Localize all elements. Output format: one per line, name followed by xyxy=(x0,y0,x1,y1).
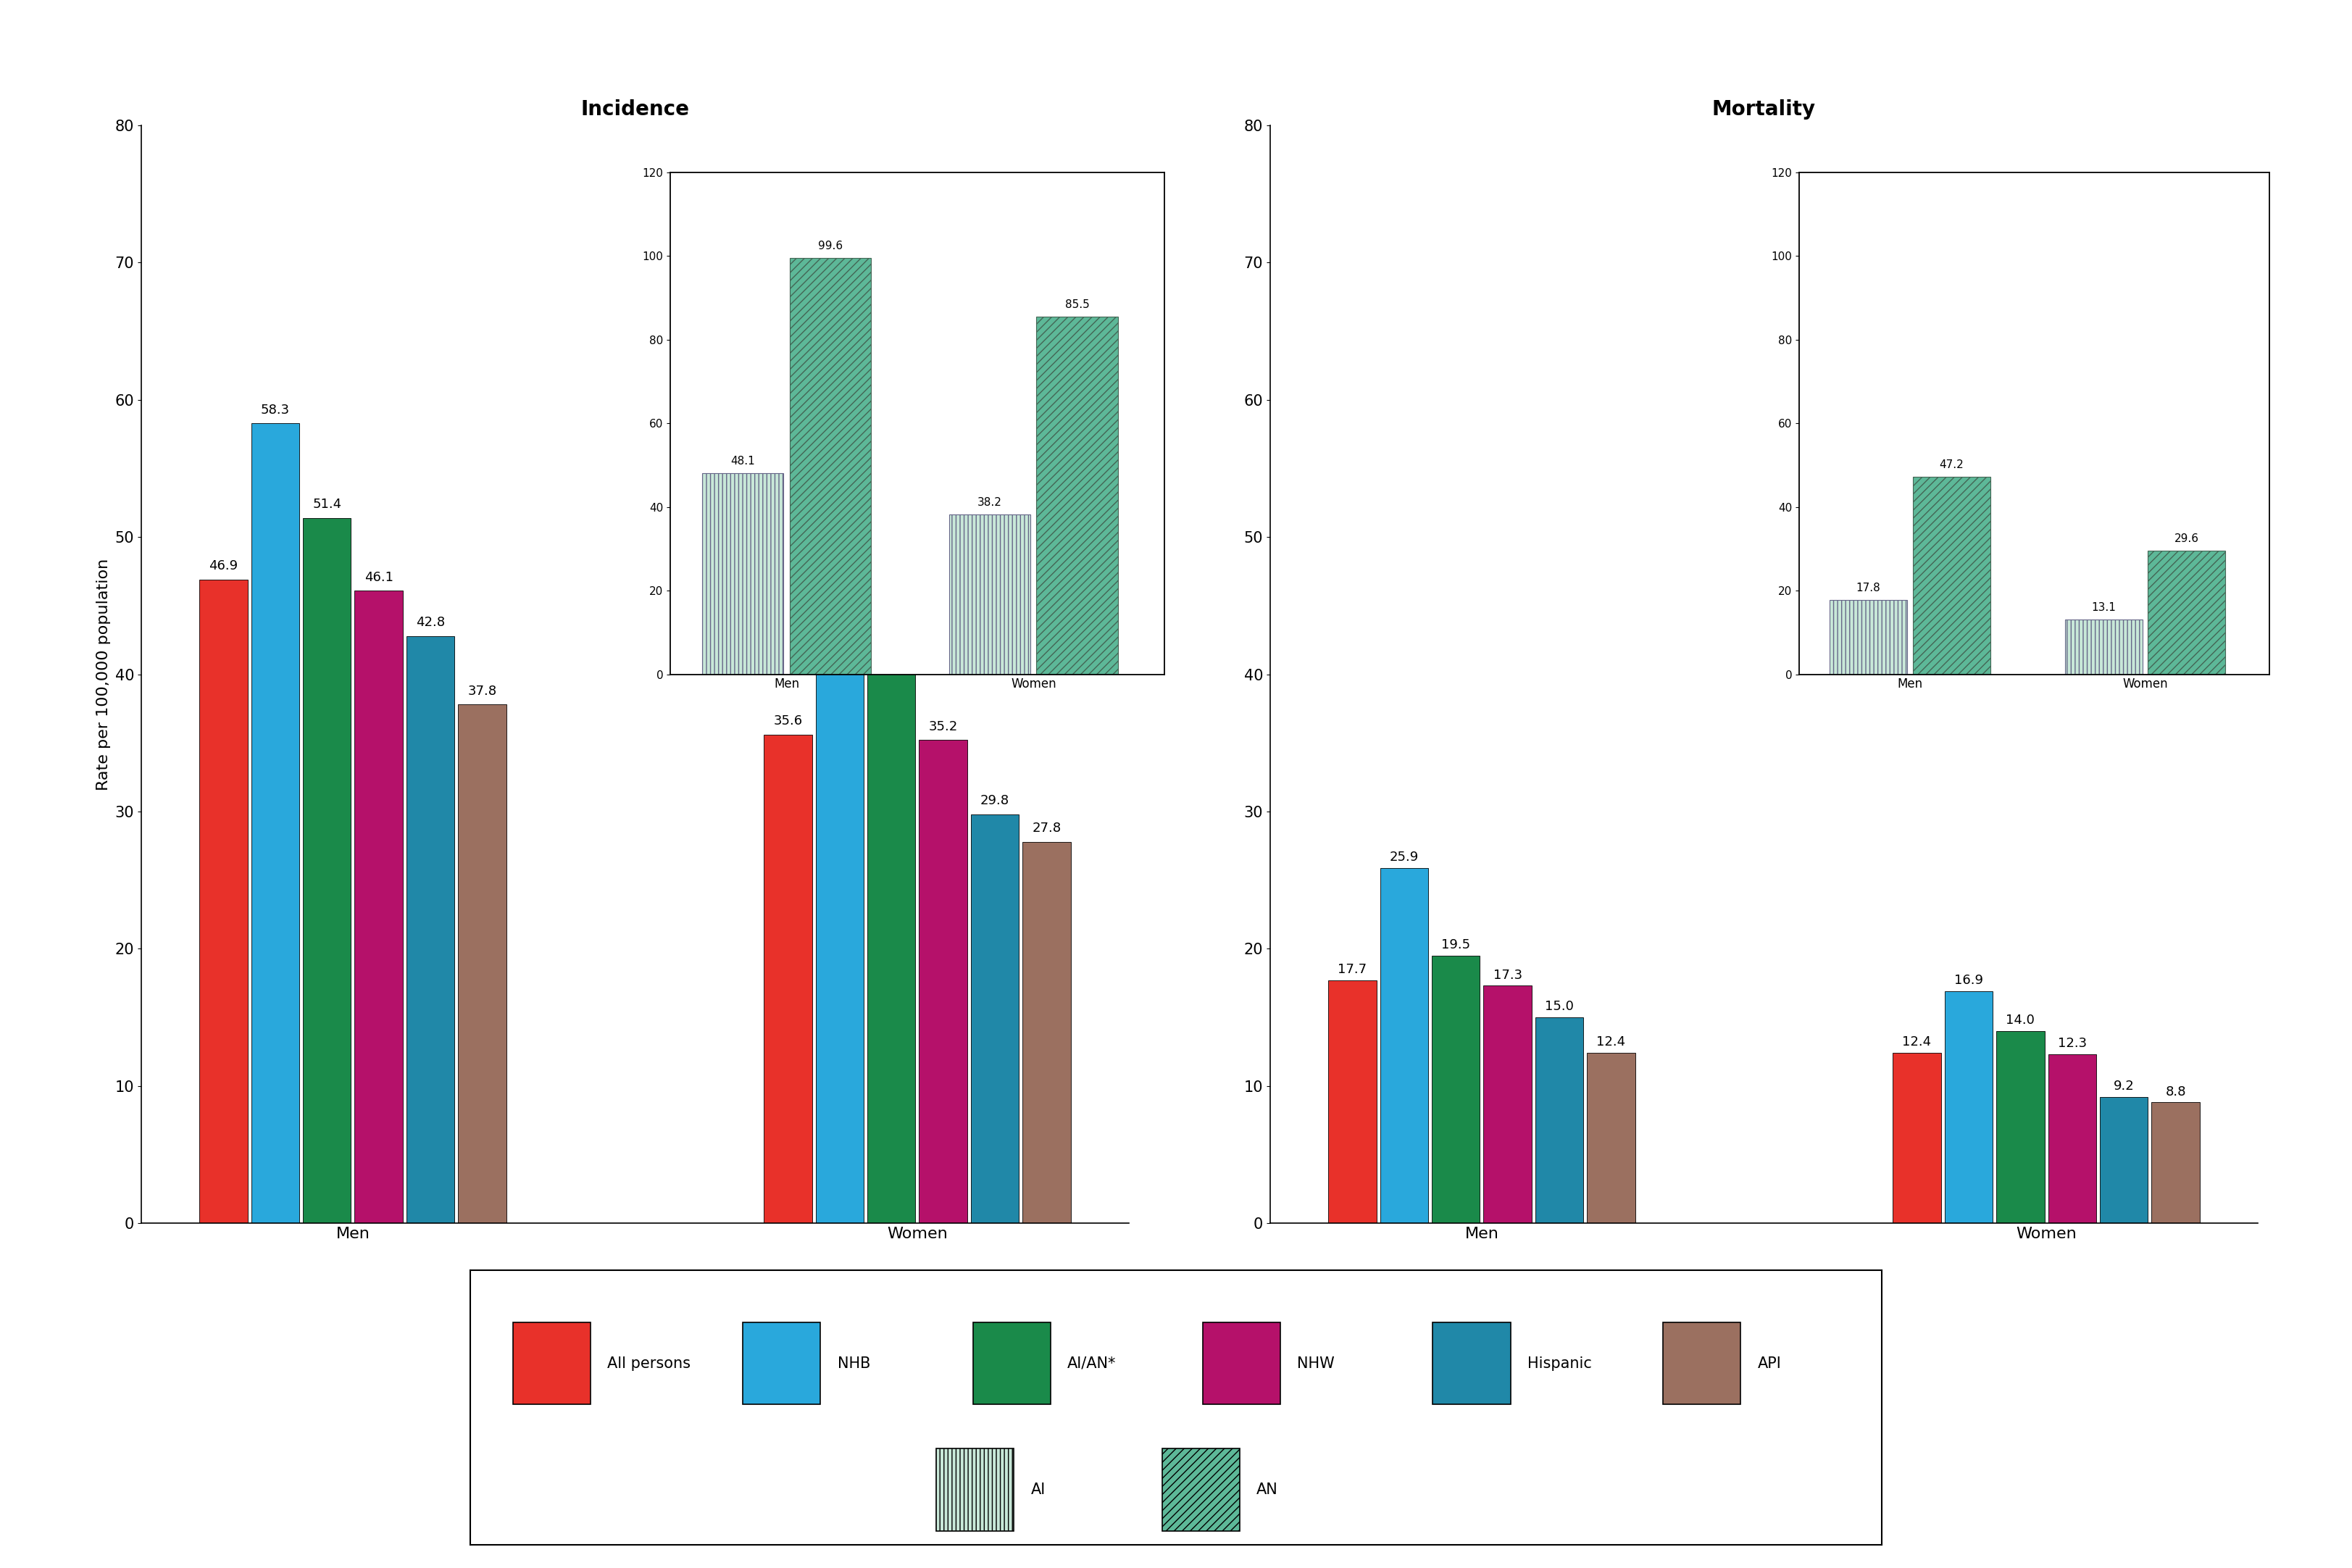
Bar xyxy=(703,474,783,674)
Text: 8.8: 8.8 xyxy=(2166,1085,2185,1098)
Bar xyxy=(868,659,915,1223)
Text: 14.0: 14.0 xyxy=(2006,1014,2034,1027)
Text: 41.2: 41.2 xyxy=(877,638,906,651)
Text: 9.2: 9.2 xyxy=(2114,1080,2133,1093)
Text: 46.1: 46.1 xyxy=(365,571,393,583)
Text: 13.1: 13.1 xyxy=(2091,602,2117,613)
Title: Mortality: Mortality xyxy=(1712,99,1816,119)
Bar xyxy=(355,591,402,1223)
Bar xyxy=(2147,550,2225,674)
Bar xyxy=(1484,986,1531,1223)
Bar xyxy=(1588,1054,1635,1223)
Text: 17.8: 17.8 xyxy=(1856,583,1882,594)
Text: 12.3: 12.3 xyxy=(2058,1036,2086,1051)
Bar xyxy=(764,734,811,1223)
Text: AN: AN xyxy=(1256,1482,1277,1497)
Bar xyxy=(1997,1032,2044,1223)
Text: Hispanic: Hispanic xyxy=(1526,1356,1592,1370)
Bar xyxy=(200,580,247,1223)
Bar xyxy=(1202,1322,1279,1405)
Text: 46.9: 46.9 xyxy=(209,560,238,572)
Text: 17.3: 17.3 xyxy=(1494,969,1522,982)
Bar xyxy=(743,1322,821,1405)
Bar xyxy=(790,257,870,674)
Text: 35.6: 35.6 xyxy=(774,715,802,728)
Text: API: API xyxy=(1757,1356,1780,1370)
Bar xyxy=(459,704,506,1223)
Bar xyxy=(252,423,299,1223)
Bar xyxy=(1432,955,1479,1223)
Text: 19.5: 19.5 xyxy=(1442,938,1470,952)
Bar xyxy=(2049,1054,2096,1223)
Bar xyxy=(513,1322,590,1405)
Bar xyxy=(950,514,1030,674)
Bar xyxy=(1663,1322,1740,1405)
Bar xyxy=(1023,842,1070,1223)
Text: 27.8: 27.8 xyxy=(1033,822,1061,834)
Title: Incidence: Incidence xyxy=(581,99,689,119)
Bar xyxy=(2152,1102,2199,1223)
Bar xyxy=(1329,980,1376,1223)
Text: NHW: NHW xyxy=(1298,1356,1336,1370)
Y-axis label: Rate per 100,000 population: Rate per 100,000 population xyxy=(96,558,111,790)
Bar xyxy=(974,1322,1051,1405)
Bar xyxy=(816,637,863,1223)
Text: NHB: NHB xyxy=(837,1356,870,1370)
Text: 35.2: 35.2 xyxy=(929,720,957,734)
Bar xyxy=(1162,1449,1240,1530)
Text: 29.8: 29.8 xyxy=(981,795,1009,808)
Bar xyxy=(407,637,454,1223)
Text: 51.4: 51.4 xyxy=(313,499,341,511)
Text: 58.3: 58.3 xyxy=(261,403,289,417)
Bar xyxy=(1037,317,1117,674)
Bar xyxy=(2065,619,2143,674)
Text: 12.4: 12.4 xyxy=(1903,1036,1931,1049)
Text: 99.6: 99.6 xyxy=(818,240,842,251)
Text: 38.2: 38.2 xyxy=(978,497,1002,508)
Text: 42.7: 42.7 xyxy=(826,618,854,630)
Bar xyxy=(1945,991,1992,1223)
Text: 17.7: 17.7 xyxy=(1338,963,1367,975)
Text: 25.9: 25.9 xyxy=(1390,850,1418,864)
Bar xyxy=(303,517,350,1223)
Bar xyxy=(1830,601,1907,674)
Text: 29.6: 29.6 xyxy=(2173,533,2199,544)
Text: 42.8: 42.8 xyxy=(416,616,445,629)
Bar xyxy=(920,740,967,1223)
Bar xyxy=(1912,477,1990,674)
Text: 12.4: 12.4 xyxy=(1597,1036,1625,1049)
Bar xyxy=(2100,1098,2147,1223)
Text: 85.5: 85.5 xyxy=(1065,299,1089,310)
Text: AI: AI xyxy=(1030,1482,1044,1497)
Text: 48.1: 48.1 xyxy=(731,456,755,467)
Text: AI/AN*: AI/AN* xyxy=(1068,1356,1117,1370)
Bar xyxy=(1432,1322,1510,1405)
Bar xyxy=(1536,1018,1583,1223)
Text: 16.9: 16.9 xyxy=(1955,974,1983,988)
Bar xyxy=(936,1449,1014,1530)
Bar xyxy=(1381,867,1428,1223)
Text: 47.2: 47.2 xyxy=(1940,459,1964,470)
Text: 15.0: 15.0 xyxy=(1545,1000,1573,1013)
Bar xyxy=(1893,1054,1940,1223)
Bar xyxy=(971,814,1018,1223)
Text: 37.8: 37.8 xyxy=(468,685,496,698)
Text: All persons: All persons xyxy=(607,1356,691,1370)
